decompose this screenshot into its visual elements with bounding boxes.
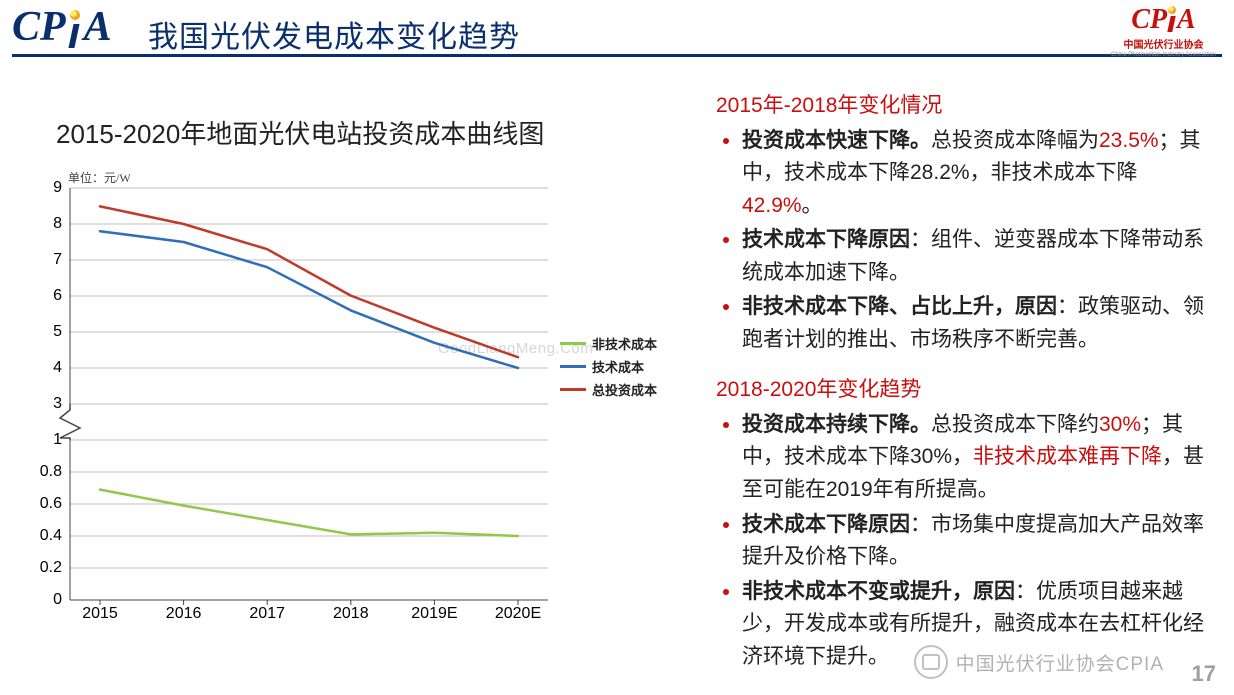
svg-text:4: 4: [53, 359, 62, 376]
svg-text:8: 8: [53, 215, 62, 232]
svg-text:3: 3: [53, 395, 62, 412]
list-item: 投资成本快速下降。总投资成本降幅为23.5%；其中，技术成本下降28.2%，非技…: [742, 125, 1216, 223]
legend-item: 总投资成本: [560, 380, 657, 399]
cpia-logo-right: CPA 中国光伏行业协会 China Photovoltaic Industry…: [1111, 6, 1216, 58]
svg-text:0.4: 0.4: [40, 527, 62, 544]
list-item: 技术成本下降原因：市场集中度提高加大产品效率提升及价格下降。: [742, 509, 1216, 574]
line-chart: 单位：元/W 3 4 5 6 7 8 9 0 0.2 0.4 0.6 0.8 1 2015 2016 2017 2…: [28, 170, 668, 660]
slide-header: CPA 我国光伏发电成本变化趋势 CPA 中国光伏行业协会 China Phot…: [0, 0, 1234, 60]
analysis-text: 2015年-2018年变化情况 投资成本快速下降。总投资成本降幅为23.5%；其…: [716, 88, 1216, 675]
list-item: 非技术成本下降、占比上升，原因：政策驱动、领跑者计划的推出、市场秩序不断完善。: [742, 291, 1216, 356]
svg-text:0.6: 0.6: [40, 495, 62, 512]
svg-text:单位：元/W: 单位：元/W: [68, 170, 131, 185]
svg-text:2015: 2015: [82, 605, 118, 622]
svg-text:7: 7: [53, 251, 62, 268]
svg-text:2020E: 2020E: [495, 605, 541, 622]
svg-text:6: 6: [53, 287, 62, 304]
section2-heading: 2018-2020年变化趋势: [716, 374, 1216, 407]
header-rule: [12, 54, 1222, 57]
svg-text:0: 0: [53, 591, 62, 608]
legend-item: 非技术成本: [560, 334, 657, 353]
svg-text:9: 9: [53, 179, 62, 196]
svg-text:1: 1: [53, 431, 62, 448]
slide-title: 我国光伏发电成本变化趋势: [148, 12, 520, 56]
cpia-logo-left: CPA: [12, 6, 112, 48]
svg-text:2016: 2016: [166, 605, 202, 622]
section1-heading: 2015年-2018年变化情况: [716, 90, 1216, 123]
section2-list: 投资成本持续下降。总投资成本下降约30%；其中，技术成本下降30%，非技术成本难…: [716, 409, 1216, 673]
list-item: 技术成本下降原因：组件、逆变器成本下降带动系统成本加速下降。: [742, 224, 1216, 289]
chart-title: 2015-2020年地面光伏电站投资成本曲线图: [56, 114, 544, 151]
logo-right-tiny: China Photovoltaic Industry Association: [1111, 52, 1216, 58]
chart-legend: 非技术成本技术成本总投资成本: [560, 330, 657, 403]
logo-right-sub: 中国光伏行业协会: [1111, 36, 1216, 51]
page-number: 17: [1192, 661, 1216, 687]
wechat-icon: [914, 645, 948, 679]
svg-text:0.8: 0.8: [40, 463, 62, 480]
svg-text:5: 5: [53, 323, 62, 340]
wechat-text: 中国光伏行业协会CPIA: [956, 649, 1164, 676]
svg-text:2017: 2017: [249, 605, 285, 622]
svg-text:2019E: 2019E: [411, 605, 457, 622]
list-item: 投资成本持续下降。总投资成本下降约30%；其中，技术成本下降30%，非技术成本难…: [742, 409, 1216, 507]
svg-text:2018: 2018: [333, 605, 369, 622]
wechat-watermark: 中国光伏行业协会CPIA: [914, 645, 1164, 679]
svg-text:0.2: 0.2: [40, 559, 62, 576]
legend-item: 技术成本: [560, 357, 657, 376]
section1-list: 投资成本快速下降。总投资成本降幅为23.5%；其中，技术成本下降28.2%，非技…: [716, 125, 1216, 357]
